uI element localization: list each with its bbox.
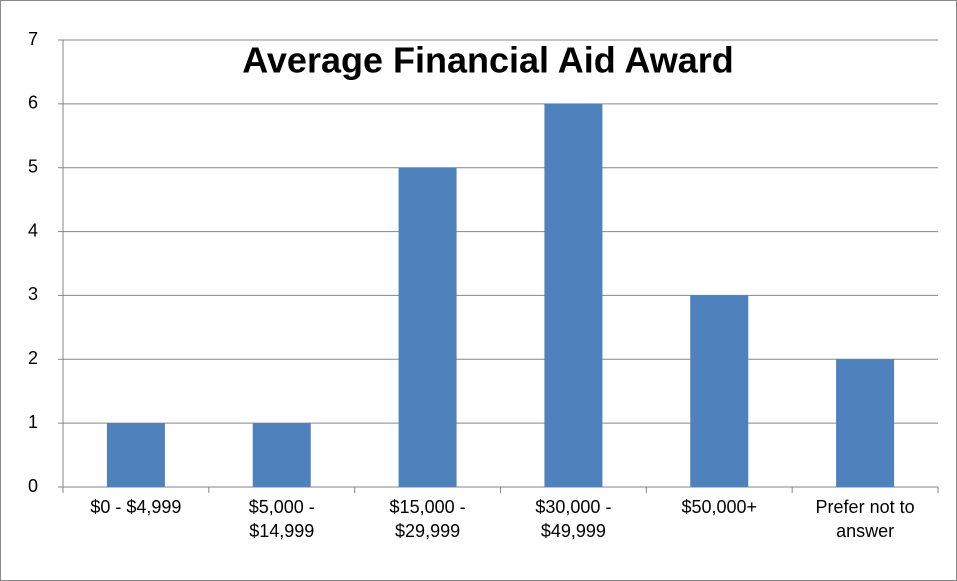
y-tick-label: 1 bbox=[28, 412, 38, 432]
y-tick-label: 5 bbox=[28, 156, 38, 176]
bar bbox=[690, 295, 749, 487]
y-tick-label: 4 bbox=[28, 220, 38, 240]
x-tick-label: $50,000+ bbox=[681, 497, 758, 517]
y-tick-label: 6 bbox=[28, 93, 38, 113]
bar bbox=[398, 167, 457, 487]
bar bbox=[836, 359, 895, 487]
y-tick-label: 0 bbox=[28, 476, 38, 496]
y-tick-label: 2 bbox=[28, 348, 38, 368]
chart-title: Average Financial Aid Award bbox=[242, 40, 733, 81]
bar bbox=[106, 423, 165, 487]
x-tick-label: $5,000 - $14,999 bbox=[248, 497, 315, 541]
x-tick-label: Prefer not to answer bbox=[815, 497, 915, 541]
y-tick-label: 7 bbox=[28, 29, 38, 49]
x-tick-label: $15,000 - $29,999 bbox=[389, 497, 466, 541]
y-tick-label: 3 bbox=[28, 284, 38, 304]
x-tick-label: $30,000 - $49,999 bbox=[535, 497, 612, 541]
bar bbox=[252, 423, 311, 487]
x-tick-label: $0 - $4,999 bbox=[90, 497, 182, 517]
bar bbox=[544, 103, 603, 487]
